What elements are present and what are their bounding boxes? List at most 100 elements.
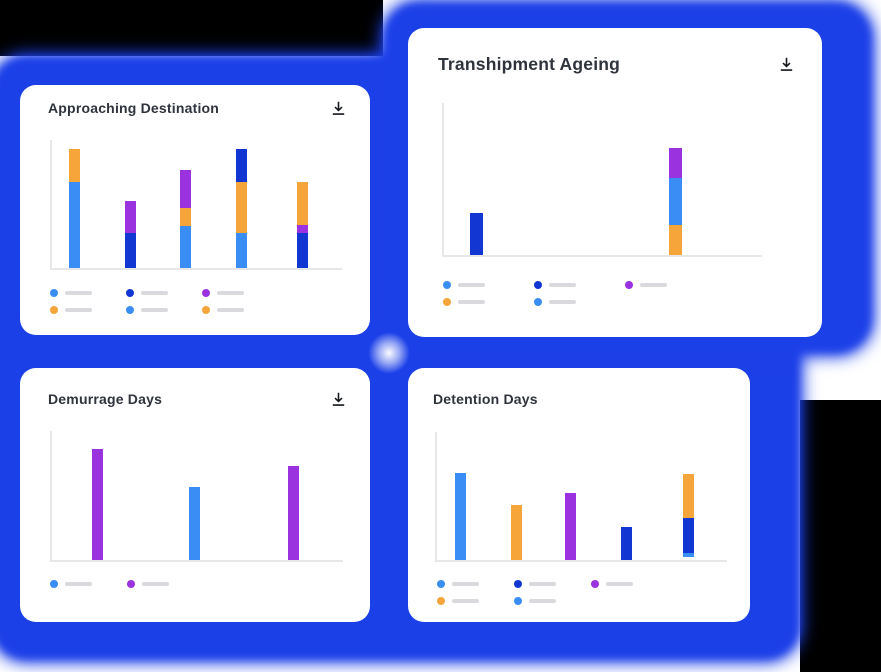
legend-dot-orange bbox=[443, 298, 451, 306]
bar-segment-dark_blue bbox=[470, 213, 483, 255]
legend-item bbox=[591, 580, 668, 588]
bar-segment-purple bbox=[565, 493, 576, 560]
bar bbox=[511, 505, 522, 560]
bar-segment-orange bbox=[669, 225, 682, 255]
bar-segment-light_blue bbox=[669, 178, 682, 225]
legend-label-placeholder bbox=[640, 283, 667, 287]
bar-segment-light_blue bbox=[189, 487, 200, 560]
legend-row bbox=[443, 281, 716, 289]
legend-label-placeholder bbox=[217, 308, 244, 312]
legend-item bbox=[534, 281, 625, 289]
bar bbox=[470, 213, 483, 255]
bar-segment-dark_blue bbox=[683, 518, 694, 553]
bar bbox=[683, 474, 694, 557]
bar-segment-light_blue bbox=[236, 233, 247, 268]
bar bbox=[288, 466, 299, 560]
card-transhipment-ageing: Transhipment Ageing bbox=[408, 28, 822, 337]
bar-segment-dark_blue bbox=[125, 233, 136, 268]
legend-dot-light_blue bbox=[514, 597, 522, 605]
legend-row bbox=[50, 306, 278, 314]
legend-item bbox=[514, 597, 591, 605]
card-title: Transhipment Ageing bbox=[438, 54, 621, 74]
download-button[interactable] bbox=[329, 388, 351, 410]
legend-dot-orange bbox=[437, 597, 445, 605]
bar bbox=[189, 487, 200, 560]
legend-dot-purple bbox=[127, 580, 135, 588]
bar-segment-purple bbox=[180, 170, 191, 208]
legend-dot-light_blue bbox=[126, 306, 134, 314]
legend-row bbox=[50, 289, 278, 297]
black-strip-top-left bbox=[0, 0, 383, 56]
legend-dot-light_blue bbox=[443, 281, 451, 289]
legend-label-placeholder bbox=[458, 300, 485, 304]
legend-label-placeholder bbox=[141, 291, 168, 295]
legend-row bbox=[443, 298, 716, 306]
legend-item bbox=[437, 597, 514, 605]
download-button[interactable] bbox=[777, 53, 799, 75]
chart-demurrage-days bbox=[50, 431, 343, 562]
legend-label-placeholder bbox=[141, 308, 168, 312]
legend-row bbox=[437, 580, 668, 588]
bar bbox=[125, 201, 136, 268]
legend-label-placeholder bbox=[65, 291, 92, 295]
bar-segment-dark_blue bbox=[297, 233, 308, 268]
center-sparkle bbox=[368, 332, 410, 374]
bar-segment-orange bbox=[69, 149, 80, 182]
legend-dot-dark_blue bbox=[514, 580, 522, 588]
bar-segment-orange bbox=[236, 182, 247, 233]
bar bbox=[180, 170, 191, 268]
legend-label-placeholder bbox=[142, 582, 169, 586]
legend-dot-purple bbox=[591, 580, 599, 588]
legend-item bbox=[50, 580, 127, 588]
legend-transhipment-ageing bbox=[443, 281, 716, 306]
legend-dot-light_blue bbox=[50, 580, 58, 588]
download-button[interactable] bbox=[329, 97, 351, 119]
legend-item bbox=[126, 306, 202, 314]
legend-row bbox=[437, 597, 668, 605]
download-icon bbox=[332, 392, 345, 406]
bar bbox=[669, 148, 682, 255]
legend-label-placeholder bbox=[217, 291, 244, 295]
chart-approaching-destination bbox=[50, 140, 342, 270]
bar-segment-light_blue bbox=[683, 553, 694, 557]
bar bbox=[69, 149, 80, 268]
legend-dot-orange bbox=[50, 306, 58, 314]
bar-segment-orange bbox=[683, 474, 694, 518]
black-block-bottom-right bbox=[800, 400, 881, 672]
bar-segment-dark_blue bbox=[621, 527, 632, 560]
bar-segment-light_blue bbox=[180, 226, 191, 268]
legend-item bbox=[514, 580, 591, 588]
bar-segment-orange bbox=[297, 182, 308, 225]
legend-demurrage-days bbox=[50, 580, 204, 588]
bar-segment-orange bbox=[180, 208, 191, 226]
bar-segment-dark_blue bbox=[236, 149, 247, 182]
bar-segment-orange bbox=[511, 505, 522, 560]
legend-dot-dark_blue bbox=[534, 281, 542, 289]
legend-label-placeholder bbox=[458, 283, 485, 287]
card-title: Approaching Destination bbox=[48, 100, 220, 116]
legend-approaching-destination bbox=[50, 289, 278, 314]
legend-label-placeholder bbox=[452, 582, 479, 586]
legend-item bbox=[625, 281, 716, 289]
legend-dot-purple bbox=[202, 289, 210, 297]
legend-dot-purple bbox=[625, 281, 633, 289]
bar-segment-light_blue bbox=[455, 473, 466, 560]
bar bbox=[621, 527, 632, 560]
card-title: Demurrage Days bbox=[48, 391, 163, 407]
legend-item bbox=[443, 281, 534, 289]
download-icon bbox=[332, 101, 345, 115]
download-icon bbox=[780, 57, 793, 71]
legend-item bbox=[202, 306, 278, 314]
legend-label-placeholder bbox=[549, 300, 576, 304]
legend-item bbox=[127, 580, 204, 588]
legend-detention-days bbox=[437, 580, 668, 605]
legend-item bbox=[443, 298, 534, 306]
legend-dot-light_blue bbox=[437, 580, 445, 588]
bar-segment-purple bbox=[92, 449, 103, 560]
legend-dot-dark_blue bbox=[126, 289, 134, 297]
bar bbox=[455, 473, 466, 560]
card-title: Detention Days bbox=[433, 391, 538, 407]
bar bbox=[236, 149, 247, 268]
legend-label-placeholder bbox=[65, 308, 92, 312]
